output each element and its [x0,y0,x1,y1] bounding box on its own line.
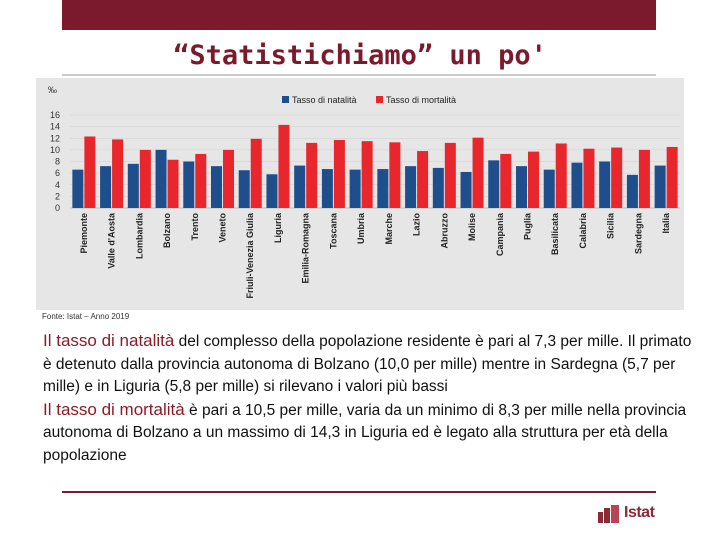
x-category-label: Veneto [218,213,228,243]
x-category-label: Emilia-Romagna [301,212,311,284]
bar-natalita [294,165,306,208]
istat-logo-icon [598,505,619,523]
y-unit-label: ‰ [48,85,57,95]
bar-natalita [72,169,84,208]
y-tick-label: 4 [55,180,60,190]
bar-mortalita [583,148,595,208]
x-category-label: Basilicata [550,212,560,255]
bar-natalita [626,174,638,208]
legend-swatch-mortalita [376,96,383,103]
x-category-label: Puglia [523,212,533,240]
x-category-label: Sicilia [606,212,616,239]
y-tick-label: 10 [50,145,60,155]
bar-mortalita [638,149,650,208]
bar-mortalita [361,141,373,208]
x-category-label: Trento [190,213,200,241]
bar-natalita [100,166,112,208]
bar-natalita [654,165,666,208]
legend-swatch-natalita [282,96,289,103]
bar-mortalita [167,159,179,208]
x-category-label: Sardegna [633,212,643,254]
x-category-label: Marche [384,213,394,245]
bar-mortalita [417,151,429,208]
bar-natalita [183,161,195,208]
lead-mortalita: Il tasso di mortalità [43,399,185,419]
bar-natalita [349,169,361,208]
x-category-label: Molise [467,213,477,241]
bar-mortalita [555,143,567,208]
bar-mortalita [472,137,484,208]
text-natalita: del complesso della popolazione resident… [43,333,692,395]
x-category-label: Lazio [412,213,422,237]
legend-label-mortalita: Tasso di mortalità [386,95,456,105]
paragraph-mortalita: Il tasso di mortalità è pari a 10,5 per … [43,399,693,468]
bar-mortalita [306,142,318,208]
bar-natalita [238,170,250,208]
legend: Tasso di natalità Tasso di mortalità [282,95,456,105]
legend-label-natalita: Tasso di natalità [292,95,357,105]
bar-mortalita [500,153,512,208]
bar-natalita [599,161,611,208]
x-category-label: Calabria [578,212,588,249]
text-mortalita: è pari a 10,5 per mille, varia da un min… [43,401,687,464]
slide-title: “Statistichiamo” un po' [173,40,547,71]
bar-mortalita [444,142,456,208]
x-category-label: Italia [661,212,671,234]
y-tick-label: 6 [55,168,60,178]
bar-natalita [405,166,417,208]
bar-chart: ‰ Tasso di natalità Tasso di mortalità 0… [48,85,680,299]
bar-mortalita [195,153,207,208]
bar-mortalita [223,149,234,208]
y-tick-label: 16 [50,110,60,120]
bar-mortalita [611,147,623,208]
bar-mortalita [278,124,290,208]
x-category-label: Bolzano [162,212,172,248]
bar-mortalita [528,151,539,208]
bar-natalita [571,162,583,208]
bar-natalita [432,167,444,208]
x-category-label: Abruzzo [439,213,449,249]
bar-natalita [488,160,500,208]
bar-mortalita [389,142,401,208]
body-text: Il tasso di natalità del complesso della… [43,330,693,467]
istat-logo: Istat [598,503,658,525]
paragraph-natalita: Il tasso di natalità del complesso della… [43,330,693,399]
y-tick-label: 14 [50,122,60,132]
x-category-label: Friuli-Venezia Giulia [245,212,255,299]
bar-mortalita [250,138,262,208]
bottom-divider [62,491,656,493]
bar-natalita [266,174,278,208]
lead-natalita: Il tasso di natalità [43,331,175,350]
bar-natalita [516,166,527,208]
y-tick-label: 8 [55,157,60,167]
bar-mortalita [666,146,678,208]
bar-mortalita [333,139,345,208]
x-category-label: Umbria [356,212,366,244]
x-category-label: Piemonte [79,213,89,254]
x-category-label: Liguria [273,212,283,243]
top-accent-bar [62,0,656,30]
x-category-label: Campania [495,212,505,256]
x-category-label: Valle d'Aosta [107,212,117,269]
bar-natalita [321,169,333,208]
bar-mortalita [112,139,124,208]
bar-natalita [543,169,555,208]
bar-natalita [460,171,472,208]
y-tick-label: 0 [55,203,60,213]
y-tick-label: 12 [50,133,60,143]
chart-panel: ‰ Tasso di natalità Tasso di mortalità 0… [36,78,684,310]
bar-natalita [377,169,389,208]
bar-mortalita [84,136,96,208]
istat-logo-text: Istat [624,504,655,521]
bar-natalita [211,166,222,208]
bar-mortalita [139,149,151,208]
bar-natalita [127,163,139,208]
x-category-label: Toscana [328,212,338,249]
bar-natalita [155,149,167,208]
x-category-label: Lombardia [134,212,144,259]
title-divider [62,74,656,76]
y-tick-label: 2 [55,191,60,201]
source-note: Fonte: Istat – Anno 2019 [42,312,130,321]
